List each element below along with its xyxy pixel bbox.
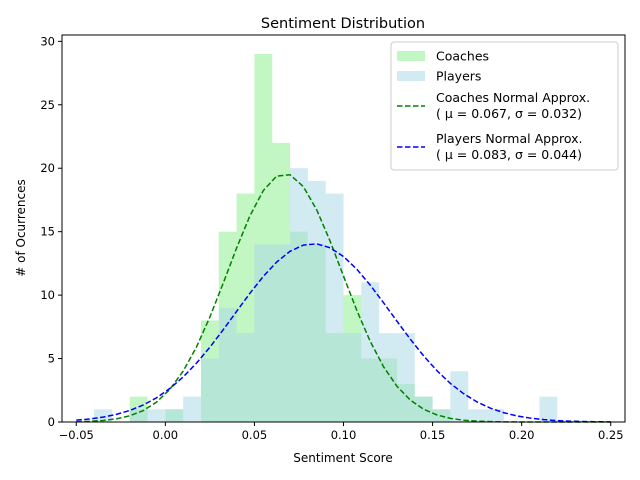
chart-title: Sentiment Distribution bbox=[261, 16, 425, 32]
x-tick-label: 0.20 bbox=[509, 428, 535, 442]
bar-players-21 bbox=[468, 409, 487, 422]
bar-players-7 bbox=[218, 307, 237, 422]
histogram-bars bbox=[94, 54, 558, 423]
bar-players-11 bbox=[290, 168, 308, 422]
x-tick-label: 0.05 bbox=[242, 428, 268, 442]
bar-players-10 bbox=[272, 244, 291, 422]
legend-label-stats-players-normal-approx-: ( μ = 0.083, σ = 0.044) bbox=[436, 147, 582, 162]
x-tick-label: 0.15 bbox=[420, 428, 446, 442]
bar-players-5 bbox=[183, 396, 201, 422]
bar-players-14 bbox=[343, 333, 362, 422]
y-axis-label: # of Ocurrences bbox=[14, 179, 28, 277]
bar-players-15 bbox=[361, 282, 380, 422]
y-tick-label: 25 bbox=[40, 98, 55, 112]
legend-swatch-coaches bbox=[397, 51, 425, 61]
y-tick-label: 20 bbox=[40, 161, 55, 175]
bar-players-2 bbox=[129, 409, 148, 422]
legend-box bbox=[390, 41, 619, 171]
bar-players-8 bbox=[236, 333, 255, 422]
bar-players-22 bbox=[486, 409, 504, 422]
bar-players-16 bbox=[379, 333, 397, 422]
x-axis: −0.05 0.00 0.05 0.10 0.15 0.20 0.25 bbox=[59, 422, 624, 442]
y-tick-label: 0 bbox=[48, 415, 55, 429]
bar-players-25 bbox=[539, 396, 558, 422]
bar-players-18 bbox=[414, 396, 433, 422]
y-tick-label: 10 bbox=[40, 288, 55, 302]
x-axis-label: Sentiment Score bbox=[293, 451, 392, 465]
y-axis: 0 5 10 15 20 25 30 bbox=[40, 34, 62, 429]
y-tick-label: 15 bbox=[40, 225, 55, 239]
legend-label-players-normal-approx-: Players Normal Approx. bbox=[436, 131, 583, 146]
bar-players-20 bbox=[450, 371, 469, 422]
bar-players-9 bbox=[254, 244, 273, 422]
bar-players-3 bbox=[147, 409, 166, 422]
bar-players-4 bbox=[165, 409, 184, 422]
x-tick-label: 0.25 bbox=[598, 428, 624, 442]
legend-label-coaches: Coaches bbox=[436, 49, 489, 64]
bar-players-12 bbox=[307, 180, 326, 422]
legend-label-stats-coaches-normal-approx-: ( μ = 0.067, σ = 0.032) bbox=[436, 106, 582, 121]
bar-players-0 bbox=[94, 409, 112, 422]
legend-swatch-players bbox=[397, 71, 425, 81]
x-tick-label: 0.00 bbox=[153, 428, 179, 442]
y-tick-label: 30 bbox=[40, 34, 55, 48]
x-tick-label: 0.10 bbox=[331, 428, 357, 442]
bar-players-17 bbox=[396, 333, 415, 422]
plot-frame bbox=[61, 34, 626, 423]
curve-players-normal-approx- bbox=[76, 243, 611, 423]
bar-players-13 bbox=[325, 193, 344, 422]
legend-label-coaches-normal-approx-: Coaches Normal Approx. bbox=[436, 90, 590, 105]
y-tick-label: 5 bbox=[48, 352, 55, 366]
legend-label-players: Players bbox=[436, 69, 481, 84]
x-tick-label: −0.05 bbox=[59, 428, 94, 442]
bar-players-6 bbox=[200, 358, 219, 422]
